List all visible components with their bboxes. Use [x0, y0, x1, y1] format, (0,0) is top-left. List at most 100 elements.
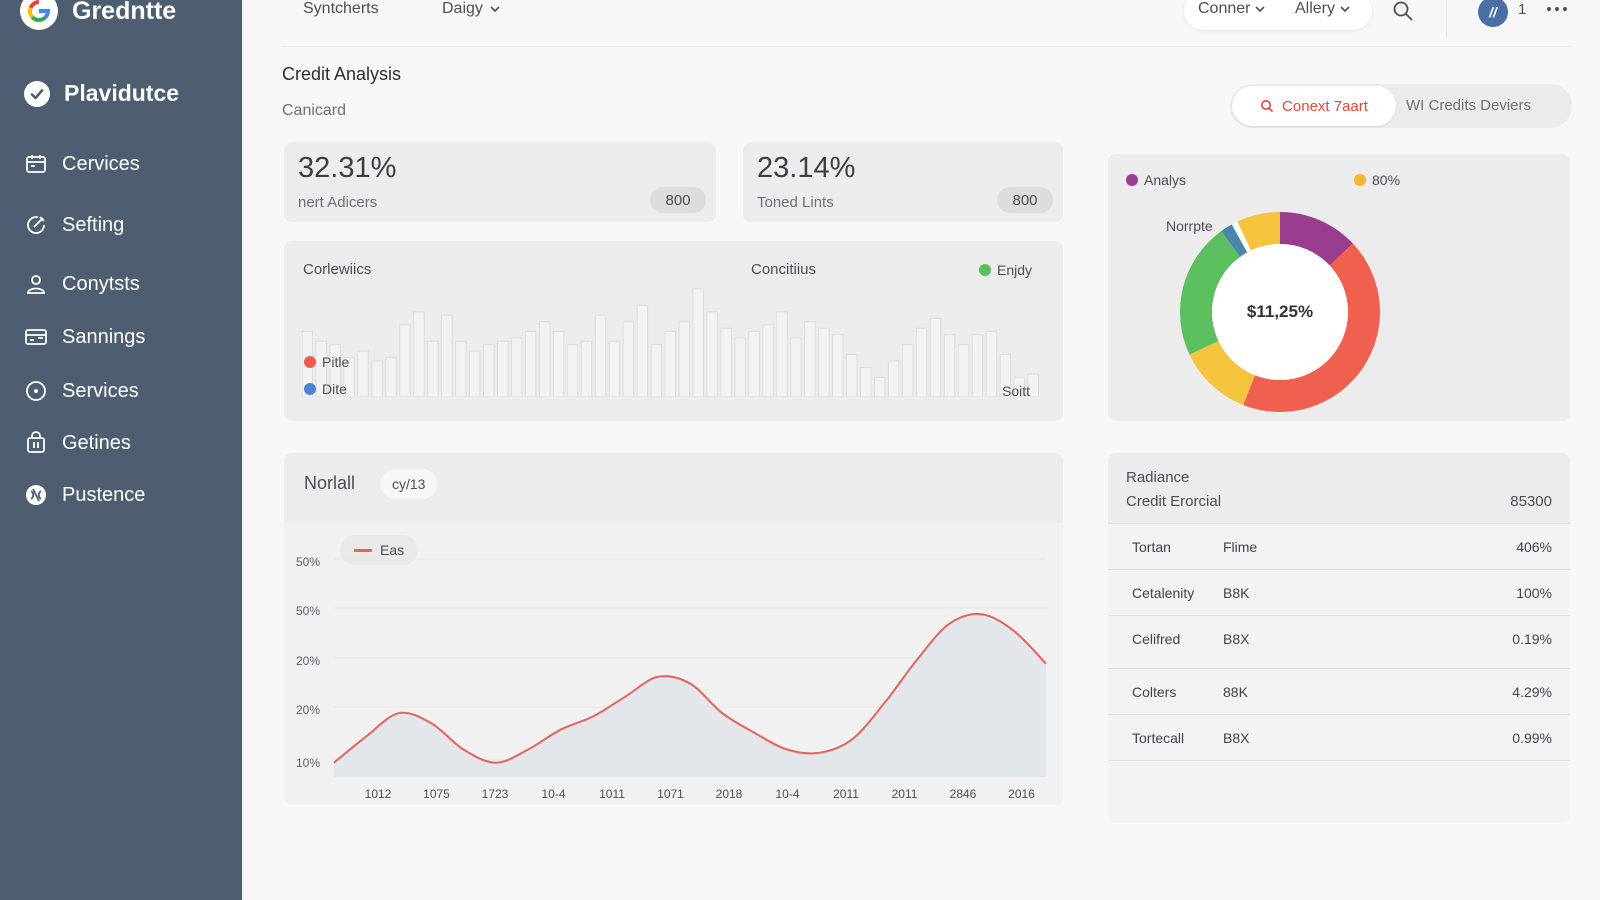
brand[interactable]: Gredntte: [20, 0, 176, 30]
bar: [622, 321, 635, 397]
y-tick-label: 20%: [296, 654, 320, 668]
donut-slice: [1221, 224, 1248, 257]
bar: [832, 334, 844, 397]
stat-card: 32.31% nert Adicers 800: [284, 142, 716, 222]
bar: [915, 327, 928, 397]
table-row[interactable]: Tortan Flime 406%: [1108, 523, 1570, 569]
avatar[interactable]: //: [1478, 0, 1508, 27]
bar: [929, 317, 942, 397]
donut-annotation: Norrpte: [1166, 218, 1213, 234]
row-name: Tortecall: [1132, 730, 1185, 746]
conner-dropdown[interactable]: Conner: [1198, 0, 1266, 18]
panel-title: Norlall: [304, 473, 356, 493]
area-fill: [334, 613, 1046, 777]
sidebar: Gredntte Plavidutce Cervices Sefting Con…: [0, 0, 242, 900]
row-type: B8X: [1223, 631, 1250, 647]
legend-label: Pitle: [322, 354, 350, 370]
bar: [594, 314, 607, 397]
x-tick-label: 1723: [482, 787, 509, 801]
row-name: Celifred: [1132, 631, 1181, 647]
sidebar-item-label: Conytsts: [62, 272, 140, 295]
credits-devices-toggle[interactable]: WI Credits Deviers: [1406, 97, 1532, 114]
bar: [985, 330, 998, 397]
bar: [860, 367, 872, 397]
workspace-switcher[interactable]: Plavidutce: [24, 80, 179, 107]
panel-subtitle: Credit Erorcial: [1126, 493, 1222, 510]
bar: [315, 340, 327, 397]
search-icon[interactable]: [1392, 0, 1414, 22]
legend-label: Analys: [1144, 172, 1187, 188]
row-name: Tortan: [1132, 539, 1171, 555]
stat-badge: 800: [997, 187, 1053, 213]
row-value: 406%: [1516, 539, 1552, 555]
bar: [748, 330, 760, 397]
stat-label: Toned Lints: [757, 194, 834, 211]
context-chart-toggle[interactable]: Conext 7aart: [1232, 86, 1396, 126]
divider: [1446, 0, 1447, 38]
table-row[interactable]: Tortecall B8X 0.99%: [1108, 714, 1570, 760]
legend-label: Eas: [380, 542, 405, 558]
clock-icon: [26, 381, 46, 401]
bar: [943, 334, 956, 397]
page-title: Credit Analysis: [282, 64, 402, 84]
sidebar-item-pustence[interactable]: Pustence: [24, 483, 145, 507]
toggle-label: Conext 7aart: [1282, 97, 1368, 115]
allery-dropdown[interactable]: Allery: [1295, 0, 1351, 18]
sidebar-item-sannings[interactable]: Sannings: [24, 325, 145, 349]
y-tick-label: 50%: [296, 555, 320, 569]
bar: [413, 311, 425, 397]
stat-label: nert Adicers: [298, 194, 378, 211]
legend-pitle: Pitle: [304, 354, 349, 370]
sidebar-item-cervices[interactable]: Cervices: [24, 152, 140, 176]
bar: [455, 340, 467, 397]
bar: [399, 324, 411, 397]
sidebar-item-services[interactable]: Services: [24, 379, 139, 403]
x-tick-label: 1071: [657, 787, 684, 801]
table-row[interactable]: Cetalenity B8K 100%: [1108, 569, 1570, 615]
bar: [818, 327, 830, 397]
radiance-panel: Radiance Credit Erorcial 85300 Tortan Fl…: [1108, 453, 1570, 823]
sidebar-item-label: Services: [62, 379, 139, 402]
x-tick-label: 2018: [716, 787, 743, 801]
table-row[interactable]: Colters 88K 4.29%: [1108, 668, 1570, 714]
panel-title: Radiance: [1126, 469, 1190, 486]
donut-slice: [1237, 212, 1280, 251]
chevron-down-icon: [490, 6, 500, 13]
bar: [846, 353, 858, 397]
donut-panel: Analys 80% Norrpte $11,25%: [1108, 154, 1570, 421]
row-type: 88K: [1223, 684, 1248, 700]
legend-dot: [1354, 174, 1366, 186]
donut-chart: [1180, 212, 1380, 412]
bar: [901, 344, 914, 397]
bar: [692, 288, 704, 397]
bag-icon: [27, 431, 45, 453]
x-tick-label: 2846: [950, 787, 977, 801]
sidebar-item-label: Sefting: [62, 213, 125, 236]
sidebar-item-conytsts[interactable]: Conytsts: [24, 272, 140, 296]
bar: [552, 330, 565, 397]
stat-value: 32.31%: [298, 152, 397, 184]
bar: [887, 360, 900, 397]
dropdown-label: Conner: [1198, 0, 1251, 17]
x-tick-label: 1075: [423, 787, 450, 801]
sidebar-item-getines[interactable]: Getines: [24, 431, 131, 455]
x-tick-label: 1012: [365, 787, 392, 801]
sidebar-item-label: Sannings: [62, 325, 146, 348]
bar: [510, 337, 523, 397]
period-chip[interactable]: cy/13: [380, 469, 438, 499]
bar: [580, 340, 593, 397]
edit-circle-icon: [27, 216, 45, 234]
row-value: 4.29%: [1512, 684, 1552, 700]
donut-slice: [1180, 231, 1241, 355]
more-icon[interactable]: [1546, 6, 1568, 12]
table-row[interactable]: Celifred B8X 0.19%: [1108, 615, 1570, 661]
tab-label: Syntcherts: [303, 0, 379, 17]
row-type: B8X: [1223, 730, 1250, 746]
tab-label: Daigy: [442, 0, 483, 17]
y-tick-label: 20%: [296, 703, 320, 717]
notification-count: 1: [1518, 1, 1527, 18]
tab-daigy[interactable]: Daigy: [442, 0, 501, 18]
sidebar-item-sefting[interactable]: Sefting: [24, 213, 124, 237]
chevron-down-icon: [1340, 6, 1350, 13]
tab-syntcherts[interactable]: Syntcherts: [303, 0, 379, 18]
